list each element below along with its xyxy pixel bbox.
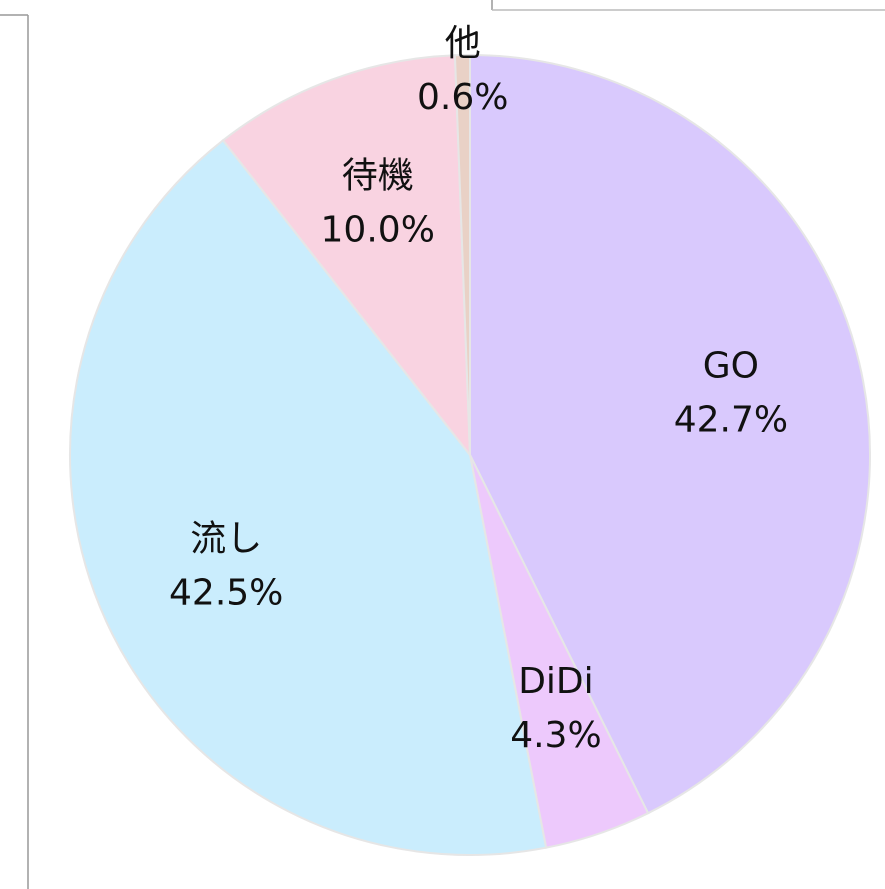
pie-slice — [221, 54, 472, 459]
pie-slice — [469, 53, 871, 815]
slice-value-label: 42.5% — [169, 572, 283, 613]
slice-name: 流し — [190, 518, 262, 559]
slice-name: DiDi — [518, 661, 593, 702]
slice-value-label: 42.7% — [674, 400, 788, 441]
slice-value-label: 10.0% — [321, 209, 435, 250]
slice-value-label: 4.3% — [510, 715, 601, 756]
slices — [69, 53, 871, 856]
pie-slice — [69, 138, 548, 856]
labels: GO 42.7% DiDi 4.3% 流し 42.5% 待機 10.0% 他 0.6% — [169, 23, 788, 756]
slice-name: GO — [703, 346, 759, 387]
slice-name: 待機 — [342, 155, 414, 196]
slice-name: 他 — [445, 23, 481, 64]
slice-value-label: 0.6% — [417, 77, 508, 118]
pie-slice — [453, 53, 471, 456]
